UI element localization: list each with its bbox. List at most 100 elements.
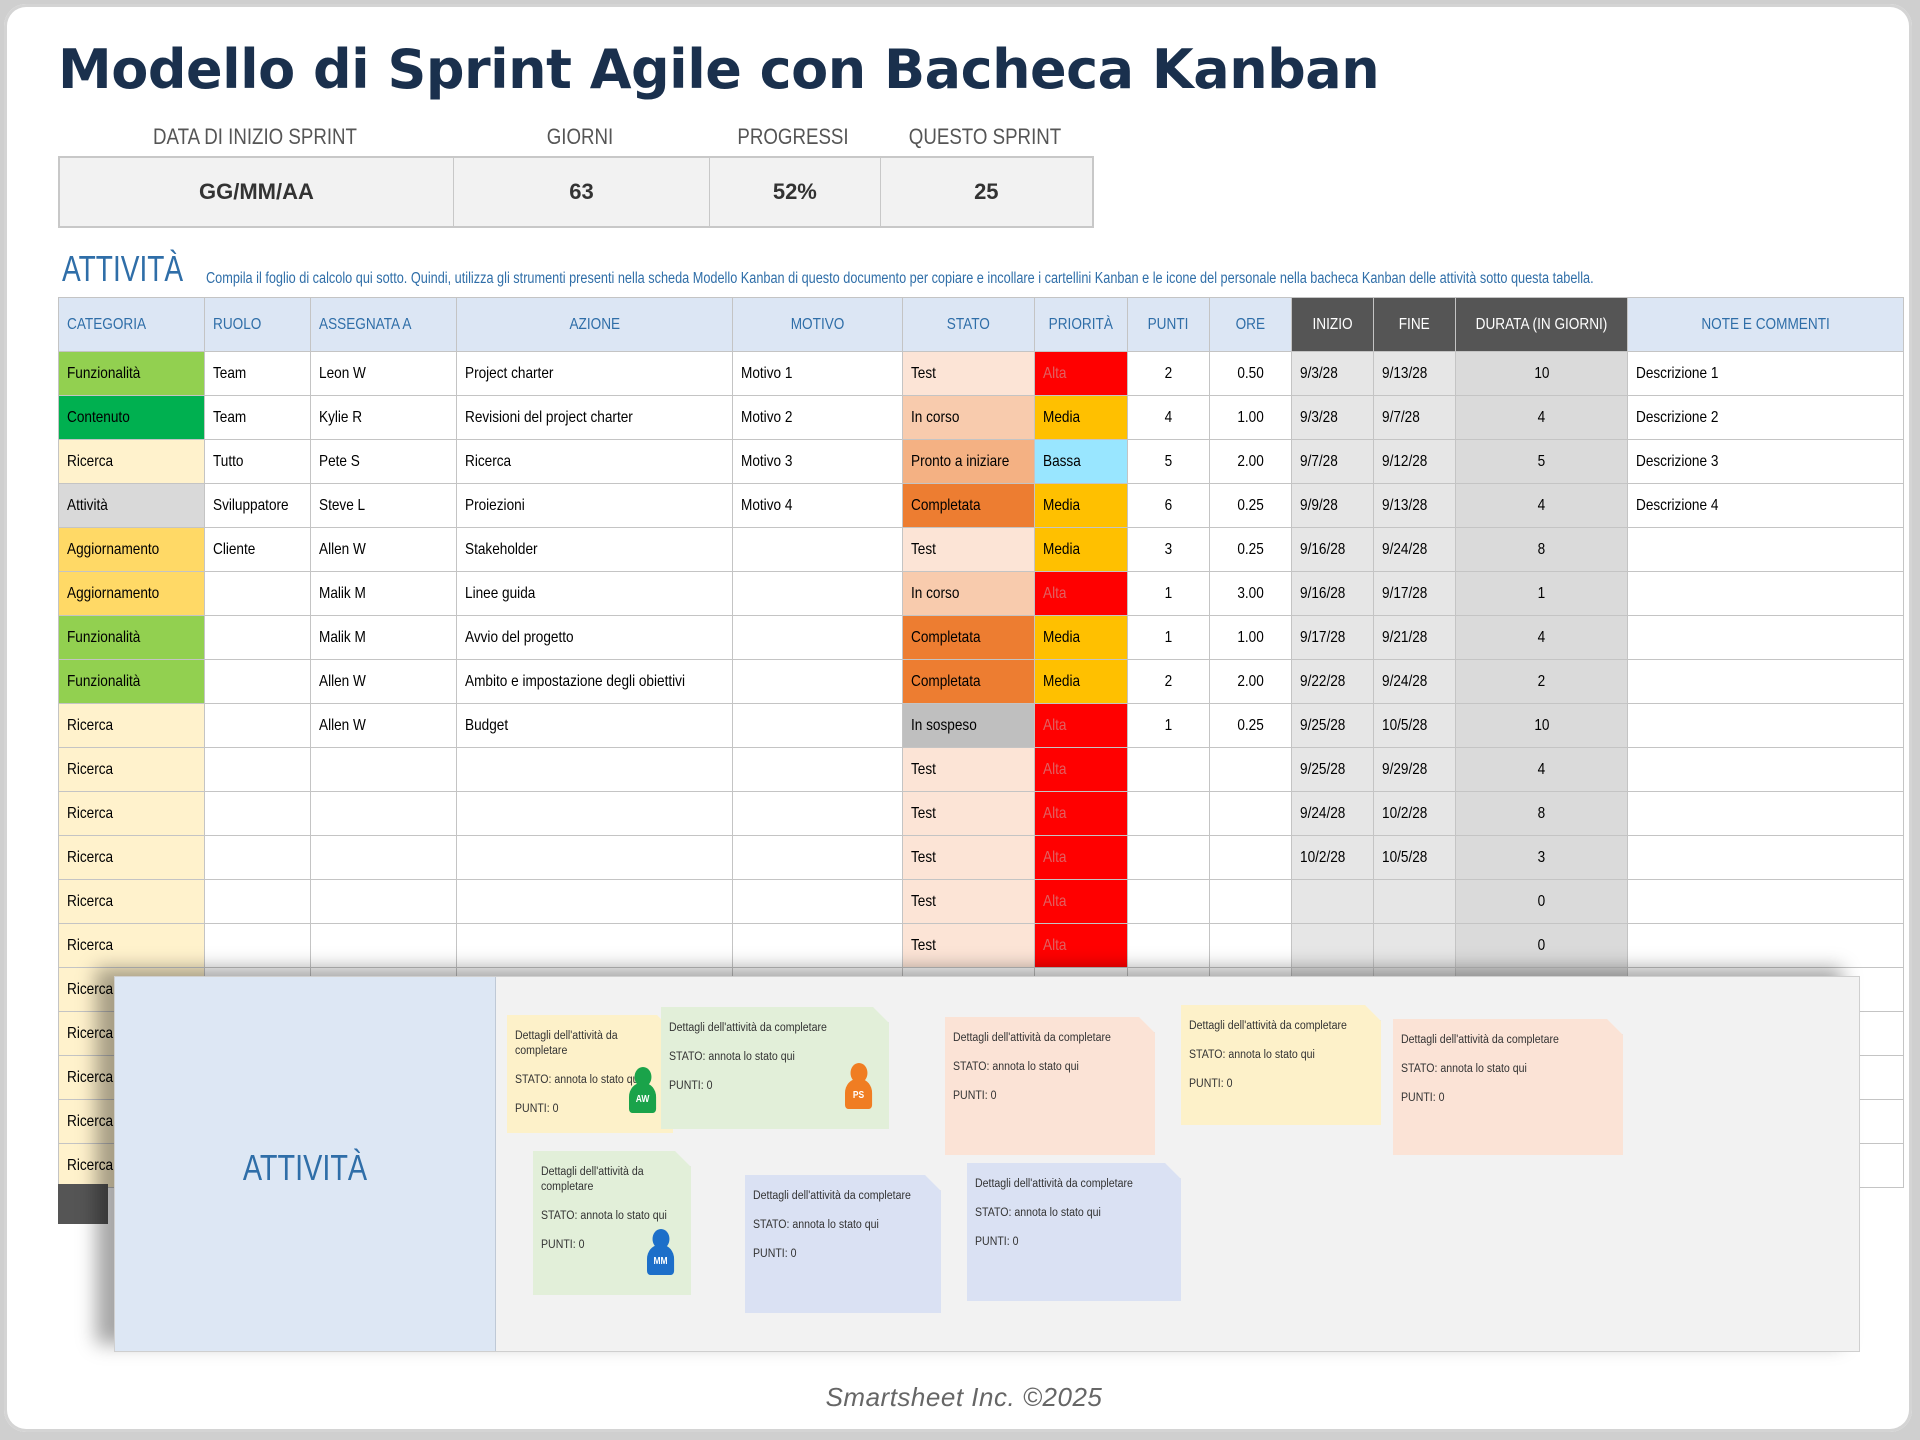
table-cell[interactable]: In corso (901, 395, 1036, 440)
table-cell[interactable]: Steve L (309, 483, 457, 528)
table-cell[interactable] (1626, 527, 1904, 572)
table-cell[interactable]: Ricerca (58, 923, 205, 968)
table-cell[interactable]: Ricerca (58, 879, 205, 924)
table-cell[interactable]: 9/17/28 (1290, 615, 1374, 660)
kanban-card[interactable]: Dettagli dell'attività da completare STAT… (1181, 1005, 1381, 1125)
table-cell[interactable] (1126, 879, 1210, 924)
table-cell[interactable]: 9/24/28 (1372, 659, 1456, 704)
table-cell[interactable]: 10 (1454, 703, 1628, 748)
table-cell[interactable]: Funzionalità (58, 615, 205, 660)
table-cell[interactable]: Alta (1034, 351, 1128, 396)
table-cell[interactable] (1208, 747, 1292, 792)
table-cell[interactable]: 0 (1454, 923, 1628, 968)
kanban-card[interactable]: Dettagli dell'attività da completare STAT… (1393, 1019, 1623, 1155)
table-cell[interactable]: 1.00 (1208, 615, 1292, 660)
table-cell[interactable] (1126, 835, 1210, 880)
table-cell[interactable]: 9/13/28 (1372, 483, 1456, 528)
table-cell[interactable] (731, 835, 903, 880)
table-cell[interactable] (1126, 747, 1210, 792)
table-cell[interactable]: 10/5/28 (1372, 703, 1456, 748)
table-cell[interactable]: Revisioni del project charter (455, 395, 733, 440)
table-cell[interactable] (1626, 879, 1904, 924)
table-cell[interactable]: 9/7/28 (1372, 395, 1456, 440)
table-cell[interactable]: Motivo 3 (731, 439, 903, 484)
table-cell[interactable] (309, 835, 457, 880)
table-cell[interactable] (1626, 835, 1904, 880)
table-cell[interactable] (1290, 923, 1374, 968)
table-cell[interactable]: 2.00 (1208, 659, 1292, 704)
table-cell[interactable]: 9/3/28 (1290, 395, 1374, 440)
table-cell[interactable] (1626, 615, 1904, 660)
table-cell[interactable] (1208, 835, 1292, 880)
table-cell[interactable] (1626, 923, 1904, 968)
table-cell[interactable]: Media (1034, 659, 1128, 704)
table-cell[interactable] (1372, 923, 1456, 968)
table-cell[interactable]: 2 (1126, 659, 1210, 704)
table-cell[interactable]: Ricerca (455, 439, 733, 484)
table-cell[interactable] (1626, 703, 1904, 748)
column-header[interactable]: ASSEGNATA A (309, 297, 457, 352)
table-cell[interactable]: Test (901, 923, 1036, 968)
table-cell[interactable]: Allen W (309, 659, 457, 704)
table-cell[interactable]: In sospeso (901, 703, 1036, 748)
table-cell[interactable] (309, 747, 457, 792)
table-cell[interactable] (455, 923, 733, 968)
table-cell[interactable]: Aggiornamento (58, 527, 205, 572)
column-header[interactable]: NOTE E COMMENTI (1626, 297, 1904, 352)
column-header[interactable]: INIZIO (1290, 297, 1374, 352)
table-cell[interactable]: Ambito e impostazione degli obiettivi (455, 659, 733, 704)
table-cell[interactable]: 5 (1126, 439, 1210, 484)
table-cell[interactable]: Ricerca (58, 747, 205, 792)
table-cell[interactable] (309, 923, 457, 968)
table-cell[interactable]: 9/13/28 (1372, 351, 1456, 396)
table-cell[interactable]: 8 (1454, 791, 1628, 836)
table-cell[interactable]: Alta (1034, 879, 1128, 924)
table-cell[interactable]: Completata (901, 659, 1036, 704)
table-cell[interactable]: Alta (1034, 703, 1128, 748)
table-cell[interactable]: Tutto (204, 439, 311, 484)
table-cell[interactable] (731, 615, 903, 660)
table-cell[interactable] (731, 703, 903, 748)
table-cell[interactable]: Aggiornamento (58, 571, 205, 616)
kanban-card[interactable]: Dettagli dell'attività da completare STAT… (507, 1015, 673, 1133)
table-cell[interactable]: Allen W (309, 527, 457, 572)
table-cell[interactable]: In corso (901, 571, 1036, 616)
table-cell[interactable]: Completata (901, 615, 1036, 660)
person-avatar-icon[interactable]: PS (845, 1063, 874, 1111)
table-cell[interactable]: Test (901, 351, 1036, 396)
table-cell[interactable] (1626, 659, 1904, 704)
table-cell[interactable]: Malik M (309, 571, 457, 616)
table-cell[interactable]: Funzionalità (58, 659, 205, 704)
table-cell[interactable] (1126, 923, 1210, 968)
table-cell[interactable]: Pete S (309, 439, 457, 484)
table-cell[interactable]: Cliente (204, 527, 311, 572)
column-header[interactable]: STATO (901, 297, 1036, 352)
table-cell[interactable]: 4 (1454, 395, 1628, 440)
table-cell[interactable] (731, 571, 903, 616)
table-cell[interactable] (204, 747, 311, 792)
table-cell[interactable]: 9/29/28 (1372, 747, 1456, 792)
table-cell[interactable]: 10 (1454, 351, 1628, 396)
table-cell[interactable]: 5 (1454, 439, 1628, 484)
table-cell[interactable]: Alta (1034, 835, 1128, 880)
kanban-card[interactable]: Dettagli dell'attività da completare STAT… (967, 1163, 1181, 1301)
table-cell[interactable]: Alta (1034, 571, 1128, 616)
column-header[interactable]: DURATA (IN GIORNI) (1454, 297, 1628, 352)
table-cell[interactable]: 10/2/28 (1290, 835, 1374, 880)
table-cell[interactable] (1372, 879, 1456, 924)
table-cell[interactable]: 9/3/28 (1290, 351, 1374, 396)
table-cell[interactable] (1208, 923, 1292, 968)
table-cell[interactable] (1626, 571, 1904, 616)
table-cell[interactable]: Sviluppatore (204, 483, 311, 528)
table-cell[interactable]: 1 (1126, 571, 1210, 616)
kanban-card[interactable]: Dettagli dell'attività da completare STAT… (533, 1151, 691, 1295)
table-cell[interactable]: Pronto a iniziare (901, 439, 1036, 484)
table-cell[interactable]: Attività (58, 483, 205, 528)
table-cell[interactable] (309, 791, 457, 836)
summary-this-sprint-cell[interactable]: 25 (974, 179, 999, 204)
table-cell[interactable] (1626, 791, 1904, 836)
table-cell[interactable]: 10/5/28 (1372, 835, 1456, 880)
table-cell[interactable] (455, 879, 733, 924)
table-cell[interactable]: 8 (1454, 527, 1628, 572)
table-cell[interactable]: 4 (1126, 395, 1210, 440)
